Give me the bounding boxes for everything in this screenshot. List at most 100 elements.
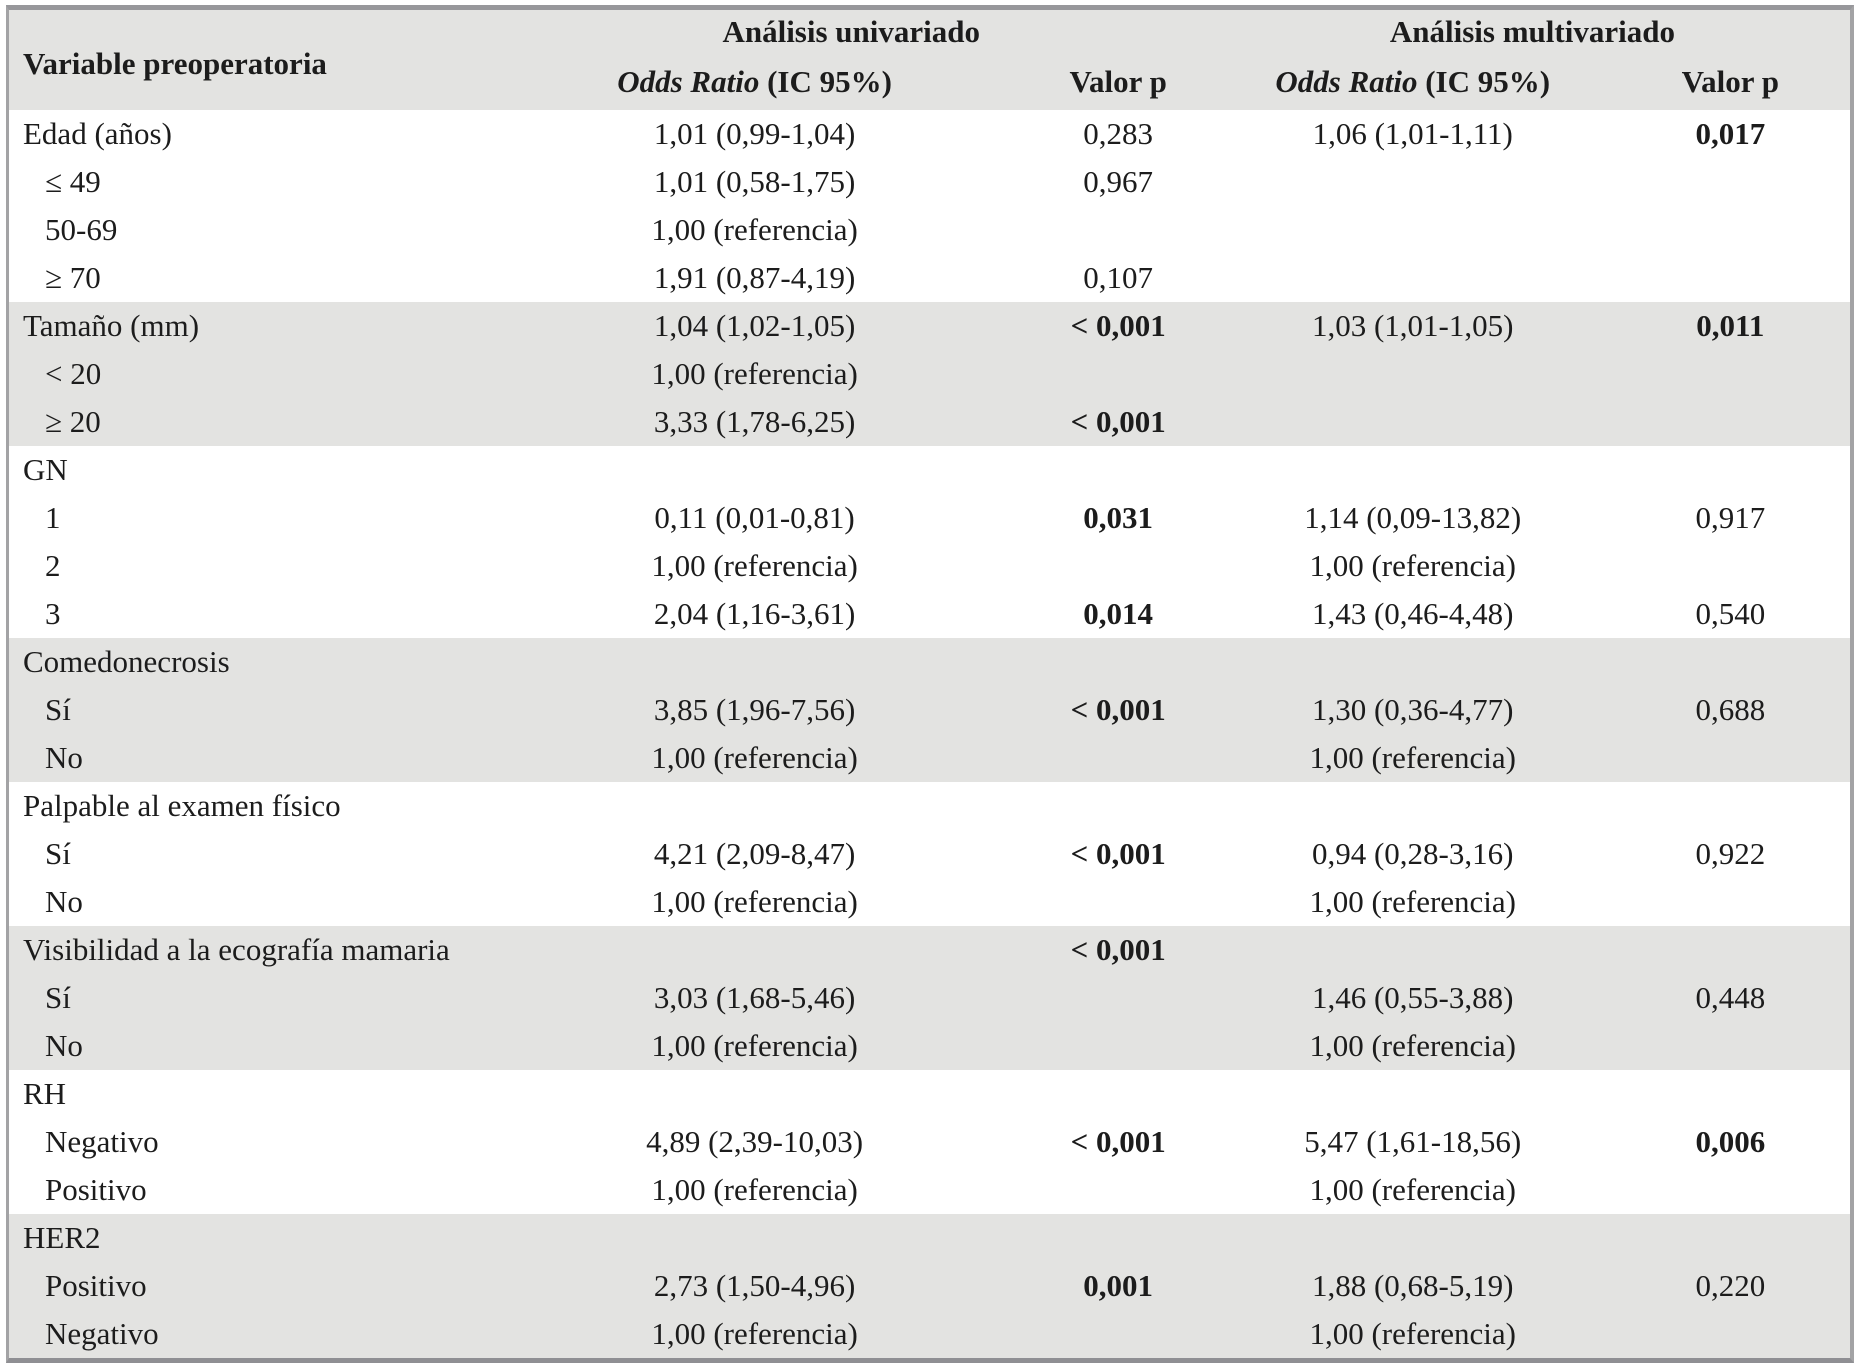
p-multivariate-cell: 0,917 xyxy=(1695,500,1766,535)
p-multivariate-cell xyxy=(1610,638,1850,686)
or-multivariate-cell xyxy=(1215,782,1611,830)
column-header-or-multivariate: Odds Ratio (IC 95%) xyxy=(1214,54,1611,110)
or-univariate-cell: 1,01 (0,99-1,04) xyxy=(653,116,856,151)
table-row: Visibilidad a la ecografía mamaria < 0,00… xyxy=(9,926,1850,974)
column-header-p-multivariate: Valor p xyxy=(1610,54,1850,110)
p-multivariate-cell xyxy=(1610,926,1850,974)
variable-cell: 1 xyxy=(45,500,61,535)
variable-cell: RH xyxy=(23,1076,67,1111)
variable-cell: ≥ 20 xyxy=(9,398,488,446)
p-univariate-cell: 0,967 xyxy=(1083,164,1154,199)
table-row: Sí 4,21 (2,09-8,47) < 0,001 0,94 (0,28-3,16… xyxy=(9,830,1850,878)
or-univariate-cell: 4,21 (2,09-8,47) xyxy=(653,836,856,871)
or-multivariate-cell: 1,00 (referencia) xyxy=(1214,734,1611,782)
p-univariate-cell xyxy=(1022,878,1215,926)
p-multivariate-cell xyxy=(1611,1166,1850,1214)
or-univariate-cell: 1,00 (referencia) xyxy=(487,1022,1022,1070)
p-multivariate-cell xyxy=(1611,158,1850,206)
p-multivariate-cell xyxy=(1611,254,1850,302)
or-univariate-cell: 1,00 (referencia) xyxy=(651,548,858,583)
p-multivariate-cell xyxy=(1611,542,1850,590)
table-row: Sí 3,85 (1,96-7,56) < 0,001 1,30 (0,36-4,77… xyxy=(9,686,1850,734)
or-multivariate-cell xyxy=(1214,1214,1611,1262)
p-univariate-cell xyxy=(1022,542,1215,590)
or-multivariate-cell: 1,00 (referencia) xyxy=(1214,1310,1611,1358)
column-header-variable: Variable preoperatoria xyxy=(9,10,488,110)
p-multivariate-cell: 0,688 xyxy=(1610,686,1850,734)
variable-cell: 3 xyxy=(45,596,61,631)
table-row: 3 2,04 (1,16-3,61) 0,014 1,43 (0,46-4,48) 0,… xyxy=(9,590,1850,638)
variable-cell: Palpable al examen físico xyxy=(23,788,341,823)
p-univariate-cell xyxy=(1021,1022,1215,1070)
or-multivariate-cell xyxy=(1215,1070,1611,1118)
or-multivariate-cell: 1,46 (0,55-3,88) xyxy=(1214,974,1611,1022)
p-univariate-cell xyxy=(1021,734,1215,782)
variable-cell: < 20 xyxy=(9,350,488,398)
table-row: RH xyxy=(9,1070,1850,1118)
p-univariate-cell: < 0,001 xyxy=(1021,926,1215,974)
or-univariate-cell xyxy=(487,1214,1022,1262)
variable-cell: Comedonecrosis xyxy=(9,638,488,686)
or-multivariate-cell xyxy=(1215,158,1611,206)
p-univariate-cell: 0,107 xyxy=(1083,260,1154,295)
variable-cell: Positivo xyxy=(9,1262,488,1310)
p-univariate-cell xyxy=(1022,782,1215,830)
or-multivariate-cell xyxy=(1215,206,1611,254)
or-univariate-cell: 1,04 (1,02-1,05) xyxy=(487,302,1022,350)
table-row: Negativo 1,00 (referencia) 1,00 (referenci… xyxy=(9,1310,1850,1358)
p-univariate-cell xyxy=(1021,974,1215,1022)
table-row: ≥ 20 3,33 (1,78-6,25) < 0,001 xyxy=(9,398,1850,446)
or-multivariate-cell: 1,30 (0,36-4,77) xyxy=(1214,686,1611,734)
or-univariate-cell: 1,91 (0,87-4,19) xyxy=(653,260,856,295)
or-multivariate-cell: 1,14 (0,09-13,82) xyxy=(1304,500,1522,535)
table-row: Tamaño (mm) 1,04 (1,02-1,05) < 0,001 1,03 (… xyxy=(9,302,1850,350)
p-multivariate-cell: 0,922 xyxy=(1695,836,1766,871)
or-univariate-cell xyxy=(488,1070,1022,1118)
p-multivariate-cell: 0,540 xyxy=(1695,596,1766,631)
variable-cell: ≥ 70 xyxy=(45,260,101,295)
p-multivariate-cell xyxy=(1611,878,1850,926)
or-univariate-cell: 1,00 (referencia) xyxy=(487,734,1022,782)
table-row: No 1,00 (referencia) 1,00 (referencia) xyxy=(9,878,1850,926)
variable-cell: HER2 xyxy=(9,1214,488,1262)
p-univariate-cell: 0,031 xyxy=(1083,500,1154,535)
or-multivariate-cell xyxy=(1214,926,1611,974)
or-multivariate-cell: 1,88 (0,68-5,19) xyxy=(1214,1262,1611,1310)
table-row: 2 1,00 (referencia) 1,00 (referencia) xyxy=(9,542,1850,590)
or-multivariate-cell: 1,43 (0,46-4,48) xyxy=(1311,596,1514,631)
ic-95-label: (IC 95%) xyxy=(759,64,892,99)
variable-cell: Negativo xyxy=(9,1310,488,1358)
column-group-univariate: Análisis univariado xyxy=(487,10,1215,54)
p-multivariate-cell: 0,448 xyxy=(1610,974,1850,1022)
table-row: Positivo 1,00 (referencia) 1,00 (referenci… xyxy=(9,1166,1850,1214)
or-multivariate-cell xyxy=(1215,446,1611,494)
or-univariate-cell: 2,73 (1,50-4,96) xyxy=(487,1262,1022,1310)
column-header-p-univariate: Valor p xyxy=(1021,54,1215,110)
p-multivariate-cell: 0,220 xyxy=(1610,1262,1850,1310)
variable-cell: Sí xyxy=(45,836,71,871)
table-row: HER2 xyxy=(9,1214,1850,1262)
p-univariate-cell: 0,001 xyxy=(1021,1262,1215,1310)
p-multivariate-cell xyxy=(1610,1214,1850,1262)
or-univariate-cell xyxy=(488,446,1022,494)
table-row: GN xyxy=(9,446,1850,494)
or-univariate-cell xyxy=(488,782,1022,830)
table-row: Positivo 2,73 (1,50-4,96) 0,001 1,88 (0,68-… xyxy=(9,1262,1850,1310)
or-univariate-cell: 4,89 (2,39-10,03) xyxy=(646,1124,864,1159)
table-row: < 20 1,00 (referencia) xyxy=(9,350,1850,398)
variable-cell: GN xyxy=(23,452,68,487)
p-multivariate-cell xyxy=(1610,350,1850,398)
variable-cell: Tamaño (mm) xyxy=(9,302,488,350)
table-row: No 1,00 (referencia) 1,00 (referencia) xyxy=(9,1022,1850,1070)
p-multivariate-cell: 0,011 xyxy=(1610,302,1850,350)
or-univariate-cell: 1,00 (referencia) xyxy=(487,1310,1022,1358)
or-multivariate-cell: 1,00 (referencia) xyxy=(1214,1022,1611,1070)
variable-cell: Positivo xyxy=(45,1172,147,1207)
or-univariate-cell: 3,03 (1,68-5,46) xyxy=(487,974,1022,1022)
p-multivariate-cell xyxy=(1610,1022,1850,1070)
p-univariate-cell xyxy=(1021,638,1215,686)
table-row: Sí 3,03 (1,68-5,46) 1,46 (0,55-3,88) 0,448 xyxy=(9,974,1850,1022)
header-row-groups: Variable preoperatoria Análisis univaria… xyxy=(9,10,1850,110)
table-row: 1 0,11 (0,01-0,81) 0,031 1,14 (0,09-13,82) 0… xyxy=(9,494,1850,542)
p-univariate-cell xyxy=(1021,1214,1215,1262)
